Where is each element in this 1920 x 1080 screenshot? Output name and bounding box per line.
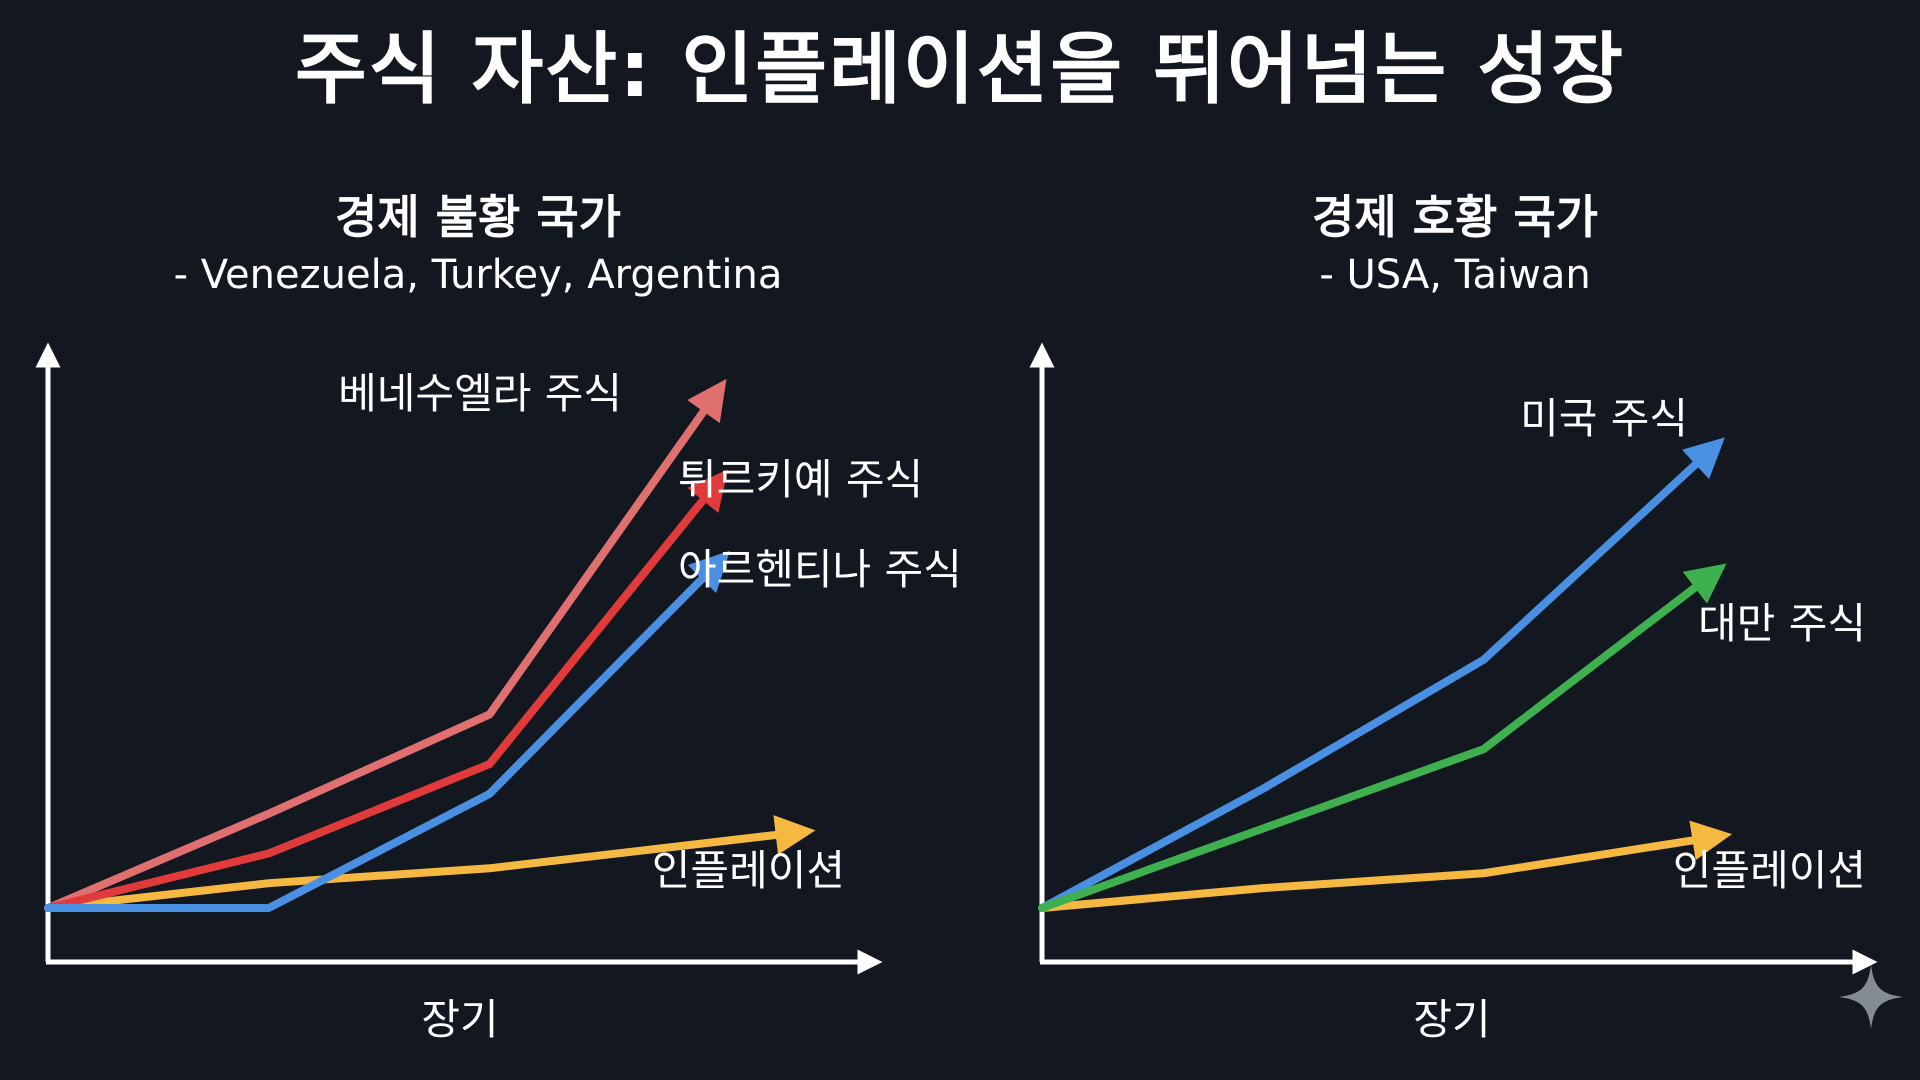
series-label-0-3: 인플레이션	[652, 846, 845, 895]
series-label-0-2: 아르헨티나 주식	[678, 545, 962, 594]
x-axis-label: 장기	[1413, 995, 1490, 1044]
series-line-1-0	[1038, 437, 1725, 912]
series-line-0-0	[44, 378, 727, 912]
right-chart-subtitle: - USA, Taiwan	[1319, 252, 1591, 299]
left-chart-title: 경제 불황 국가	[335, 190, 621, 244]
series-line-1-1	[1038, 563, 1727, 912]
left-chart-heading: 경제 불황 국가 - Venezuela, Turkey, Argentina	[98, 190, 858, 301]
right-chart-title: 경제 호황 국가	[1312, 190, 1598, 244]
series-line-0-3	[44, 815, 816, 912]
series-line-0-2	[44, 550, 731, 912]
series-label-0-0: 베네수엘라 주식	[338, 369, 622, 418]
x-axis-label: 장기	[421, 995, 498, 1044]
series-line-0-1	[44, 469, 728, 912]
left-chart-subtitle: - Venezuela, Turkey, Argentina	[173, 252, 783, 299]
right-chart-heading: 경제 호황 국가 - USA, Taiwan	[1075, 190, 1835, 301]
page-title: 주식 자산: 인플레이션을 뛰어넘는 성장	[295, 25, 1625, 115]
series-label-1-0: 미국 주식	[1520, 394, 1688, 443]
series-line-1-2	[1038, 820, 1732, 912]
series-label-1-2: 인플레이션	[1673, 846, 1866, 895]
series-label-0-1: 튀르키예 주식	[678, 455, 923, 504]
sparkle-icon	[1838, 964, 1904, 1030]
series-label-1-1: 대만 주식	[1698, 599, 1866, 648]
